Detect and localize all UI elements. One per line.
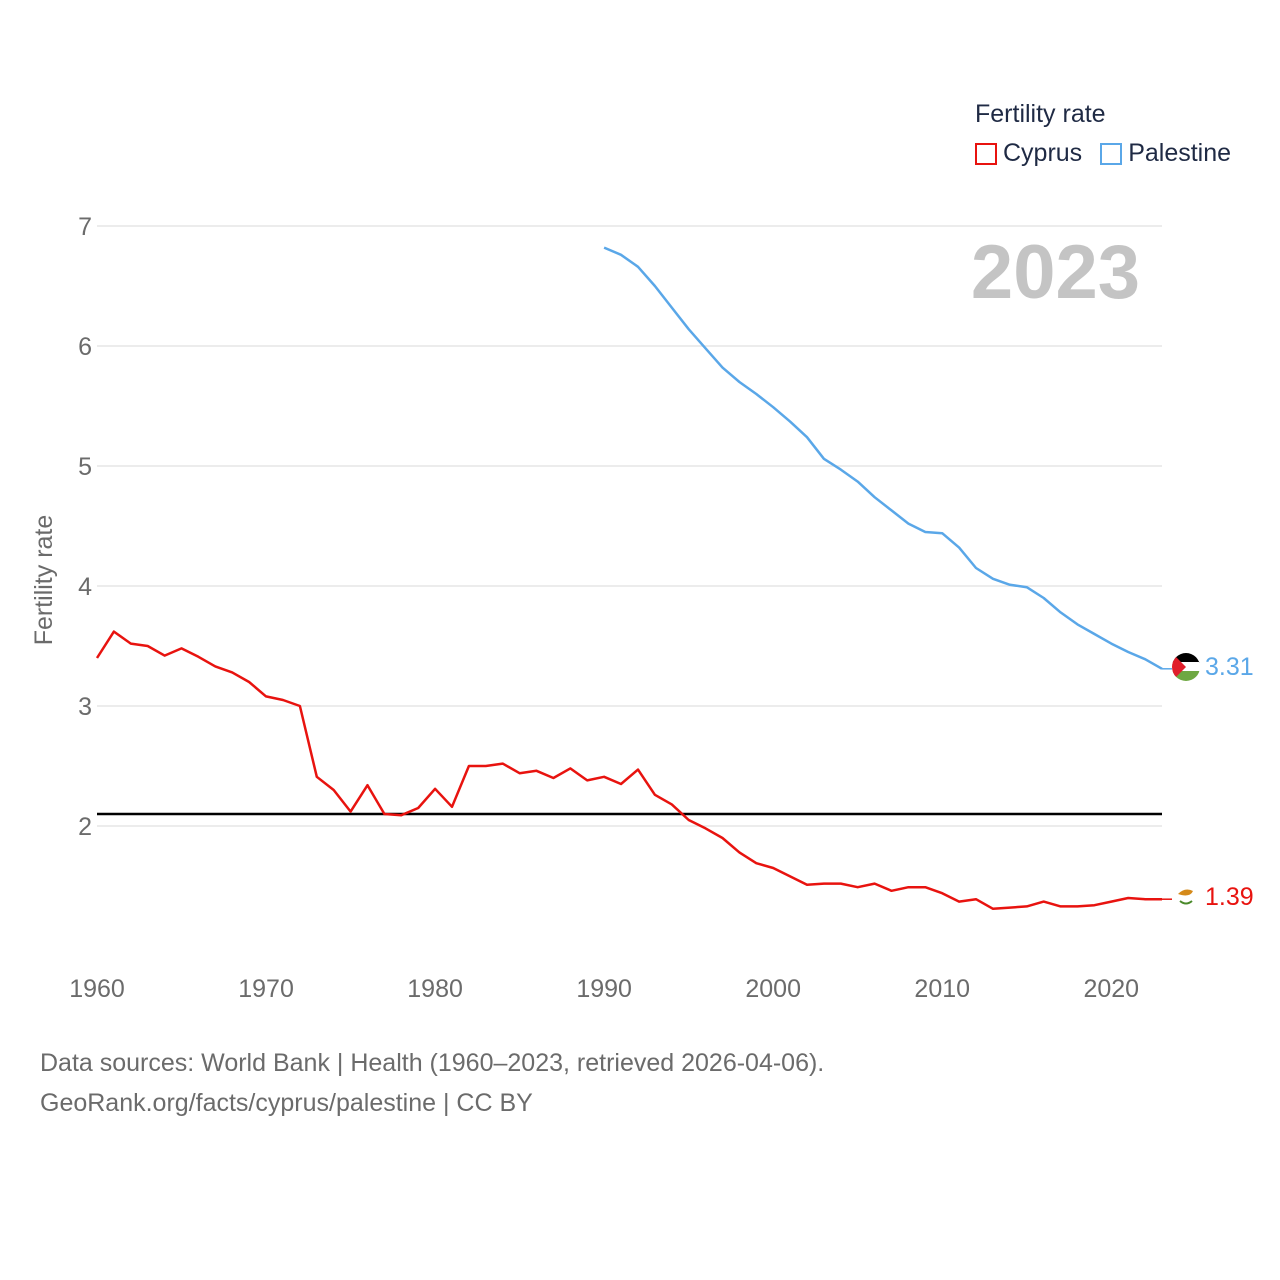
series-line-palestine[interactable] — [603, 246, 1163, 670]
legend-label-palestine: Palestine — [1128, 139, 1232, 167]
legend-title: Fertility rate — [975, 100, 1106, 128]
cyprus-flag-icon — [1172, 883, 1200, 911]
cyprus-end-value: 1.39 — [1205, 883, 1254, 911]
series-line-cyprus[interactable] — [95, 630, 1162, 911]
legend-item-cyprus[interactable]: Cyprus — [975, 139, 1082, 168]
palestine-flag-icon — [1172, 653, 1200, 681]
series-lines — [95, 246, 1172, 911]
x-tick-label: 1990 — [576, 975, 632, 1003]
x-tick-label: 2000 — [745, 975, 801, 1003]
x-axis-ticks: 1960 1970 1980 1990 2000 2010 2020 — [69, 975, 1139, 1003]
legend-label-cyprus: Cyprus — [1003, 139, 1083, 167]
x-tick-label: 1960 — [69, 975, 125, 1003]
y-axis-label: Fertility rate — [30, 515, 58, 646]
x-tick-label: 1980 — [407, 975, 463, 1003]
y-tick-label: 4 — [78, 573, 92, 601]
y-axis-ticks: 2 3 4 5 6 7 — [78, 213, 92, 841]
x-tick-label: 2010 — [914, 975, 970, 1003]
y-tick-label: 6 — [78, 333, 92, 361]
source-note: Data sources: World Bank | Health (1960–… — [40, 1043, 824, 1123]
x-tick-label: 2020 — [1083, 975, 1139, 1003]
palestine-end-value: 3.31 — [1205, 653, 1254, 681]
x-tick-label: 1970 — [238, 975, 294, 1003]
end-markers — [1172, 653, 1200, 911]
y-tick-label: 3 — [78, 693, 92, 721]
source-line: Data sources: World Bank | Health (1960–… — [40, 1049, 825, 1077]
y-tick-label: 7 — [78, 213, 92, 241]
credit-line[interactable]: GeoRank.org/facts/cyprus/palestine | CC … — [40, 1089, 533, 1117]
legend: Fertility rate Cyprus Palestine — [975, 100, 1249, 168]
grid-lines — [97, 225, 1162, 827]
palestine-swatch — [1100, 142, 1123, 165]
y-tick-label: 2 — [78, 813, 92, 841]
y-tick-label: 5 — [78, 453, 92, 481]
year-watermark: 2023 — [971, 230, 1140, 315]
cyprus-swatch — [975, 142, 997, 165]
legend-item-palestine[interactable]: Palestine — [1100, 139, 1231, 168]
